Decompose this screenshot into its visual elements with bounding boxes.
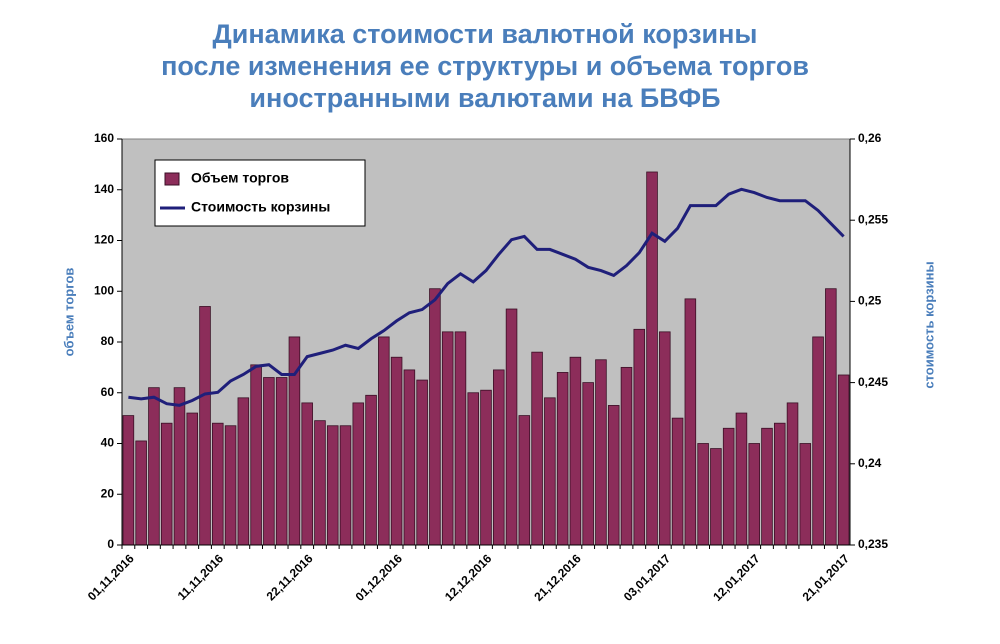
- bar: [569, 356, 582, 546]
- bar: [825, 288, 837, 546]
- y-tick-label: 140: [94, 182, 114, 196]
- bar: [403, 369, 416, 546]
- chart-title: после изменения ее структуры и объема то…: [161, 51, 809, 81]
- x-tick-label: 22,11,2016: [264, 551, 316, 603]
- bar: [659, 331, 671, 546]
- bar: [812, 336, 824, 546]
- bar: [620, 366, 633, 546]
- bar: [697, 443, 709, 546]
- y2-tick-label: 0,24: [858, 456, 882, 470]
- bar: [582, 382, 594, 546]
- bar: [735, 412, 748, 546]
- x-tick-label: 21,01,2017: [800, 551, 853, 604]
- bar: [224, 425, 237, 546]
- bar: [429, 288, 441, 546]
- bar: [199, 306, 211, 546]
- y2-tick-label: 0,26: [858, 131, 882, 145]
- y2-tick-label: 0,235: [858, 537, 888, 551]
- legend-label: Стоимость корзины: [191, 199, 330, 215]
- chart-title: иностранными валютами на БВФБ: [249, 83, 720, 113]
- y2-tick-label: 0,255: [858, 212, 888, 226]
- x-tick-label: 21,12,2016: [531, 551, 584, 604]
- x-tick-label: 11,11,2016: [175, 551, 227, 603]
- y-tick-label: 120: [94, 233, 114, 247]
- x-tick-label: 12,12,2016: [442, 551, 495, 604]
- bar: [837, 374, 850, 546]
- bar: [352, 402, 365, 546]
- x-tick-label: 01,12,2016: [353, 551, 406, 604]
- chart-title: Динамика стоимости валютной корзины: [213, 19, 758, 49]
- line: [128, 187, 845, 407]
- bar: [799, 443, 812, 546]
- y-axis-title: объем торгов: [61, 268, 76, 357]
- bar: [748, 443, 760, 546]
- bar: [710, 448, 722, 546]
- legend-label: Объем торгов: [191, 170, 289, 186]
- bar: [722, 427, 735, 546]
- bar: [467, 392, 479, 546]
- y-tick-label: 100: [94, 283, 114, 297]
- bar: [505, 308, 518, 546]
- bar: [684, 298, 697, 546]
- bar: [390, 356, 403, 546]
- legend-box: [154, 159, 366, 227]
- y2-tick-label: 0,25: [858, 294, 882, 308]
- bar: [556, 372, 569, 546]
- bar: [160, 422, 173, 546]
- y2-tick-label: 0,245: [858, 375, 888, 389]
- x-tick-label: 01,11,2016: [85, 551, 137, 603]
- bar: [544, 397, 556, 546]
- bar: [365, 394, 377, 546]
- bar: [135, 440, 147, 546]
- bar: [250, 364, 262, 546]
- x-tick-label: 12,01,2017: [710, 551, 763, 604]
- y-tick-label: 20: [101, 486, 115, 500]
- y-tick-label: 80: [101, 334, 115, 348]
- y-tick-label: 0: [107, 537, 114, 551]
- x-tick-label: 03,01,2017: [621, 551, 674, 604]
- bar: [773, 422, 786, 546]
- bar: [493, 369, 505, 546]
- bar: [314, 420, 326, 546]
- y-tick-label: 40: [101, 436, 115, 450]
- bar: [646, 171, 658, 546]
- bar: [454, 331, 467, 546]
- bar: [237, 397, 250, 546]
- bar: [518, 415, 531, 546]
- y2-axis-title: стоимость корзины: [921, 261, 936, 388]
- bar: [186, 412, 199, 546]
- y-tick-label: 60: [101, 385, 115, 399]
- bar: [416, 379, 428, 546]
- bar: [531, 351, 543, 546]
- bar: [633, 328, 646, 546]
- y-tick-label: 160: [94, 131, 114, 145]
- bar: [339, 425, 352, 546]
- bar: [786, 402, 799, 546]
- legend-swatch: [164, 172, 180, 186]
- bar: [761, 427, 773, 546]
- bar: [275, 377, 288, 546]
- bar: [441, 331, 454, 546]
- bar: [326, 425, 339, 546]
- bar: [212, 422, 224, 546]
- bar: [595, 359, 607, 546]
- bar: [301, 402, 313, 546]
- bar: [480, 389, 492, 546]
- bar: [378, 336, 390, 546]
- bar: [263, 377, 275, 546]
- bar: [671, 417, 684, 546]
- bar: [173, 387, 186, 546]
- bar: [122, 415, 135, 546]
- bar: [148, 387, 160, 546]
- bar: [607, 405, 620, 546]
